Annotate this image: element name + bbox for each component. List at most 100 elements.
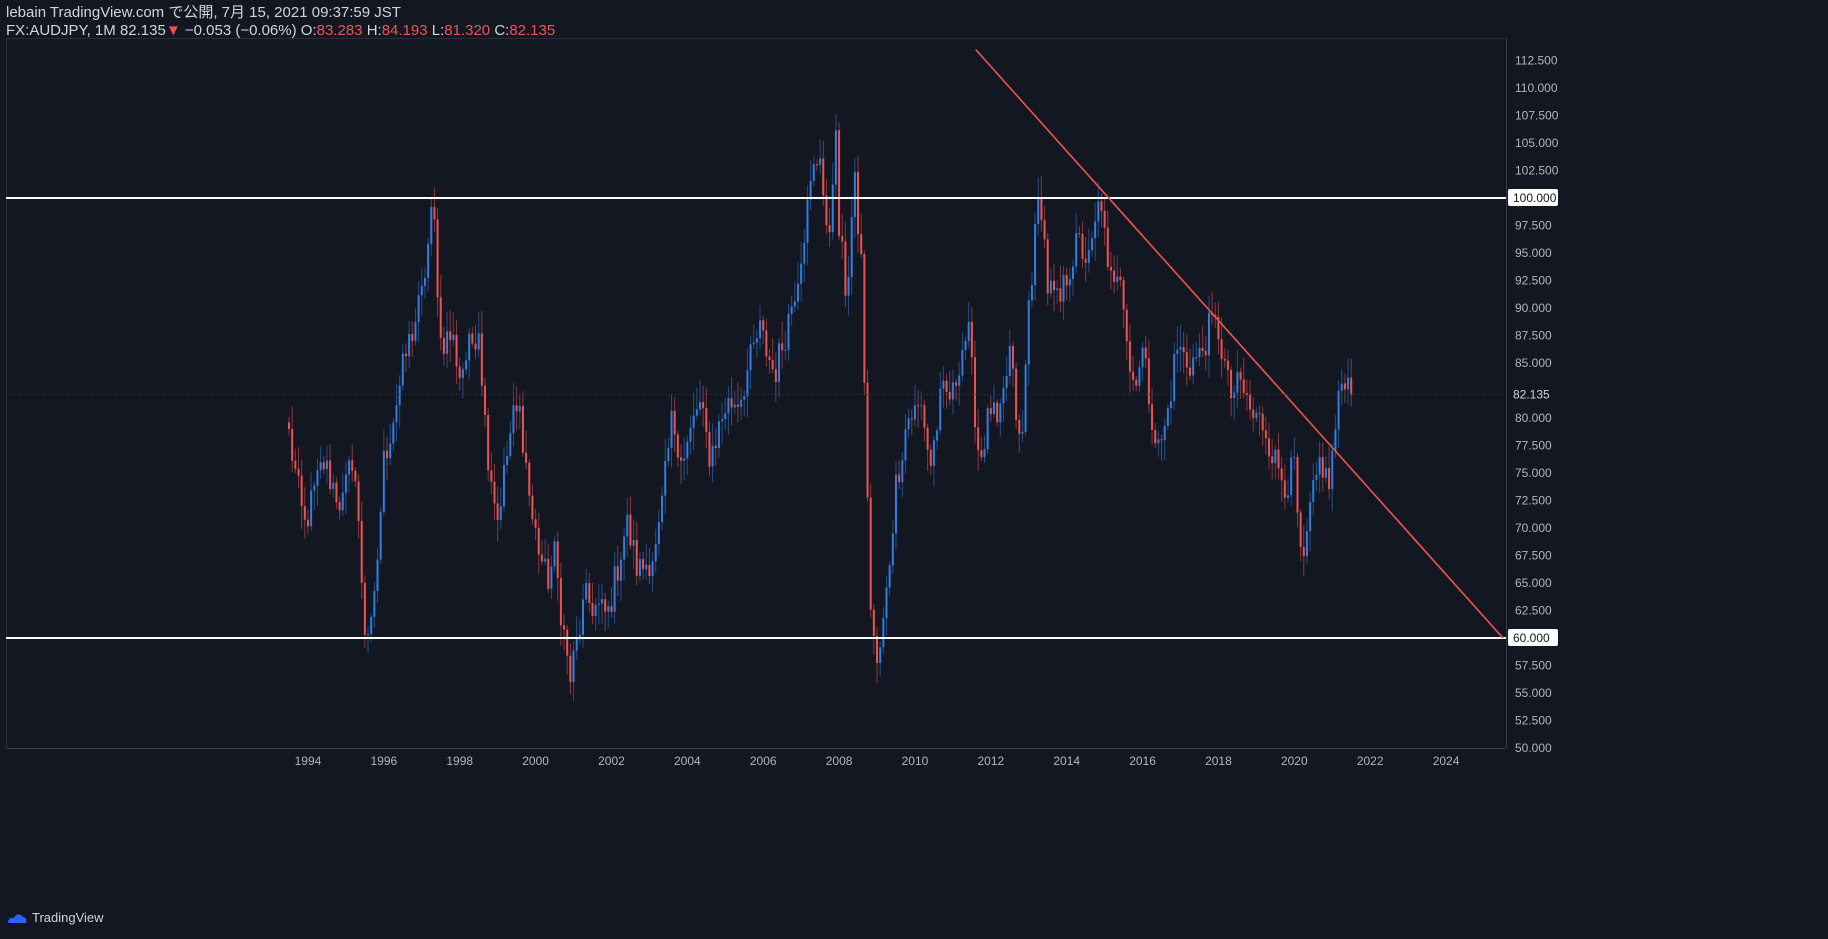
candle-body <box>591 602 594 616</box>
candle-body <box>1207 312 1210 356</box>
candle <box>664 439 667 514</box>
candle-body <box>841 236 844 242</box>
price-tick-label: 75.000 <box>1515 466 1552 480</box>
price-tick-label: 85.000 <box>1515 356 1552 370</box>
candle <box>936 426 939 451</box>
candle <box>452 312 455 346</box>
candle-body <box>929 449 932 466</box>
price-tick-label: 72.500 <box>1515 494 1552 508</box>
candle-body <box>1283 480 1286 498</box>
candle <box>319 446 322 479</box>
candle-body <box>705 408 708 432</box>
candle <box>550 555 553 599</box>
candle-body <box>556 541 559 578</box>
candle-body <box>294 460 297 469</box>
candle <box>1103 198 1106 246</box>
candle <box>1173 342 1176 410</box>
candle-body <box>559 577 562 626</box>
candle-body <box>1144 347 1147 359</box>
candle <box>401 344 404 391</box>
trend-line[interactable] <box>975 48 1504 639</box>
symbol-label[interactable]: FX:AUDJPY, 1M <box>6 22 116 39</box>
candle-body <box>746 370 749 397</box>
candle <box>499 487 502 530</box>
candle <box>651 552 654 592</box>
candle <box>917 390 920 428</box>
candle <box>1170 380 1173 425</box>
candle <box>1242 357 1245 399</box>
candle <box>329 444 332 494</box>
candle <box>439 275 442 351</box>
price-box-current: 82.135 <box>1508 385 1558 403</box>
time-axis[interactable]: 1994 1996 1998 2000 2002 2004 2006 2008 2010 2012… <box>295 754 1460 768</box>
candle-body <box>727 398 730 414</box>
candle-body <box>755 338 758 343</box>
candle-body <box>1236 372 1239 393</box>
candle-body <box>506 455 509 466</box>
candle <box>819 139 822 175</box>
year-tick-label: 1994 <box>295 754 322 768</box>
tradingview-brand[interactable]: TradingView <box>6 910 104 925</box>
candle-body <box>980 450 983 458</box>
price-axis[interactable]: 50.000 52.500 55.000 57.500 60.000 62.500 65.0… <box>1515 54 1559 756</box>
candle-body <box>983 449 986 458</box>
candle <box>559 563 562 647</box>
candle <box>1160 434 1163 461</box>
candle-body <box>452 334 455 340</box>
candle-body <box>395 405 398 423</box>
candle-body <box>306 519 309 527</box>
candle-body <box>942 380 945 389</box>
candle <box>774 352 777 403</box>
candle-body <box>958 375 961 386</box>
candle-body <box>1277 449 1280 469</box>
candle <box>357 474 360 539</box>
candle-body <box>496 503 499 520</box>
candle <box>850 196 853 295</box>
price-tick-label: 110.000 <box>1515 81 1558 95</box>
candle <box>929 444 932 475</box>
candle-body <box>300 475 303 507</box>
candle-body <box>344 474 347 493</box>
candle-body <box>1290 457 1293 496</box>
candle-body <box>1122 280 1125 310</box>
candle-body <box>474 343 477 350</box>
candle-body <box>774 369 777 382</box>
candle-body <box>357 481 360 522</box>
candle-body <box>1097 201 1100 222</box>
candle-body <box>831 184 834 233</box>
candle-body <box>866 382 869 498</box>
candle <box>376 547 379 603</box>
candle <box>800 242 803 302</box>
candle-body <box>484 385 487 415</box>
candle-body <box>740 399 743 407</box>
candle <box>695 387 698 420</box>
candle-body <box>872 609 875 636</box>
candle-body <box>423 277 426 286</box>
candle <box>1185 334 1188 387</box>
candle <box>1296 452 1299 528</box>
candle-body <box>888 565 891 588</box>
candle-body <box>1347 377 1350 390</box>
price-box-60-text: 60.000 <box>1513 631 1550 645</box>
candle-body <box>1034 223 1037 286</box>
candle <box>344 461 347 515</box>
candle <box>822 140 825 206</box>
candle-body <box>613 566 616 612</box>
candle-body <box>986 408 989 450</box>
year-tick-label: 2018 <box>1205 754 1232 768</box>
candle <box>1144 336 1147 369</box>
candle <box>408 320 411 369</box>
ohlc-line: FX:AUDJPY, 1M 82.135▼ −0.053 (−0.06%) O:… <box>6 22 555 40</box>
candle <box>724 397 727 431</box>
candle <box>600 583 603 624</box>
candle-body <box>936 430 939 441</box>
candle-body <box>1334 429 1337 451</box>
levels-layer[interactable] <box>6 48 1506 639</box>
candle <box>588 573 591 613</box>
candle-body <box>844 241 847 296</box>
candle-body <box>784 349 787 351</box>
chart-header: lebain TradingView.com で公開, 7月 15, 2021 … <box>6 4 555 40</box>
candle-body <box>521 405 524 453</box>
candle <box>306 508 309 534</box>
